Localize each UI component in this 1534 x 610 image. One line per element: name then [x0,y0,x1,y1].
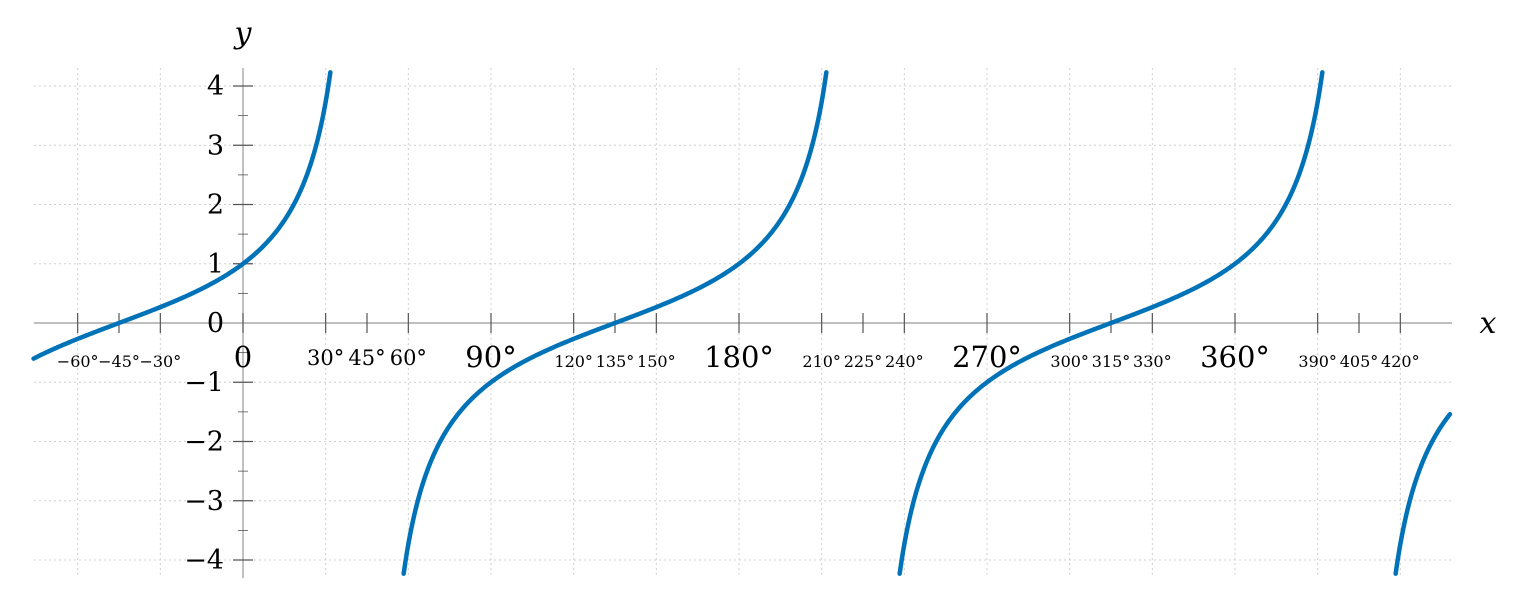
y-tick-label: 4 [207,71,224,102]
x-tick-label: 0 [234,340,252,374]
x-tick-label: −60° [57,352,99,371]
x-tick-label: 360° [1200,340,1270,374]
x-axis-label: x [1480,306,1497,341]
curve [31,70,1453,576]
x-tick-label: 405° [1340,352,1379,371]
y-tick-label: 2 [207,190,224,221]
curve-branch [897,70,1325,576]
x-tick-label: −30° [139,352,181,371]
x-tick-label: 210° [802,352,841,371]
x-tick-label: 120° [554,352,593,371]
curve-branch [401,70,829,576]
x-tick-label: 390° [1298,352,1337,371]
x-tick-label: 270° [952,340,1022,374]
y-tick-label: −1 [184,367,224,398]
y-tick-label: −2 [184,427,224,458]
x-tick-label: 315° [1092,352,1131,371]
x-tick-label: 90° [465,340,516,374]
y-tick-label: 3 [207,130,224,161]
y-zero-label: 0 [207,308,224,339]
y-tick-label: −4 [184,545,224,576]
curve-branch [1393,411,1453,576]
ticks [77,85,1401,561]
x-tick-label: 135° [596,352,635,371]
y-tick-label: 1 [207,249,224,280]
x-tick-label: 30° [307,346,344,370]
x-tick-label: 240° [885,352,924,371]
x-tick-label: 225° [844,352,883,371]
x-tick-label: 150° [637,352,676,371]
axes [34,68,1452,578]
x-tick-label: −45° [98,352,140,371]
x-tick-label: 60° [390,346,427,370]
x-tick-label: 330° [1133,352,1172,371]
curve-branch [31,70,333,361]
y-tick-label: −3 [184,486,224,517]
x-tick-label: 300° [1050,352,1089,371]
tick-labels: −60° −45° −30° 0 30° 45° 60° 90° 120° 135° 150° 180… [57,71,1420,576]
x-tick-label: 420° [1381,352,1420,371]
x-tick-label: 45° [348,346,385,370]
x-tick-label: 180° [704,340,774,374]
y-axis-label: y [233,16,253,51]
